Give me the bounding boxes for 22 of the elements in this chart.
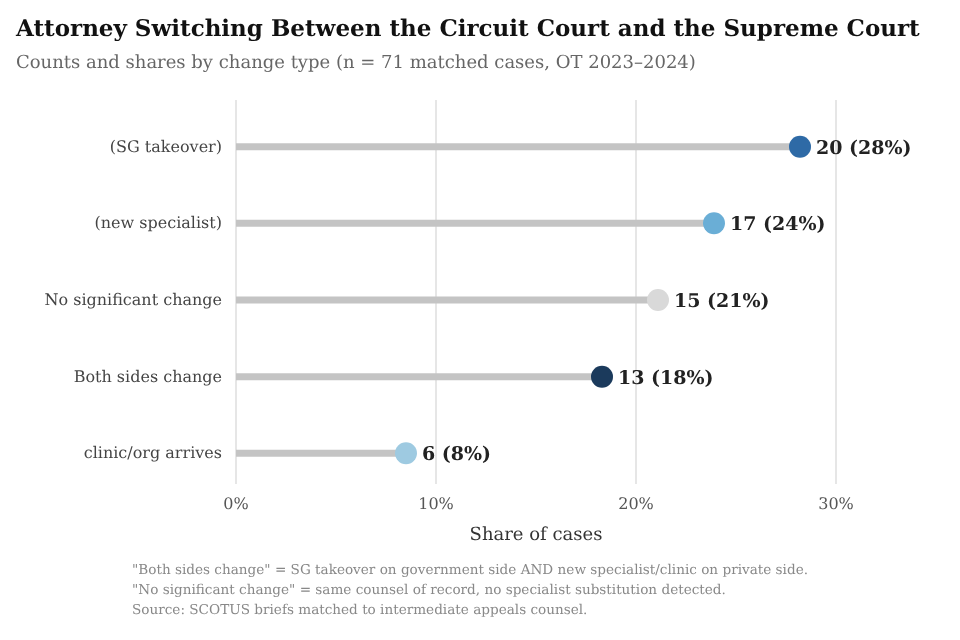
data-label: 20 (28%) — [816, 137, 912, 160]
data-label: 17 (24%) — [730, 214, 826, 237]
chart-title: Attorney Switching Between the Circuit Court and the Supreme Court — [14, 14, 922, 42]
x-tick-label: 10% — [418, 495, 455, 514]
x-tick-label: 0% — [223, 495, 250, 514]
point — [591, 365, 613, 388]
y-tick-label: No significant change — [44, 291, 223, 310]
data-label: 6 (8%) — [422, 444, 492, 467]
y-tick-label: clinic/org arrives — [83, 444, 222, 463]
point — [395, 442, 417, 465]
x-tick-label: 20% — [618, 495, 655, 514]
y-tick-label: (new specialist) — [94, 214, 222, 233]
y-tick-label: (SG takeover) — [109, 137, 222, 156]
point — [703, 212, 725, 235]
x-tick-label: 30% — [818, 495, 855, 514]
y-tick-label: Both sides change — [73, 367, 223, 386]
data-label: 15 (21%) — [674, 291, 770, 313]
point — [789, 135, 811, 158]
x-axis-title: Share of cases — [469, 526, 604, 546]
point — [647, 289, 669, 311]
chart-subtitle: Counts and shares by change type (n = 71 matched cases, OT 2023–2024) — [16, 54, 696, 74]
data-label: 13 (18%) — [618, 367, 714, 390]
